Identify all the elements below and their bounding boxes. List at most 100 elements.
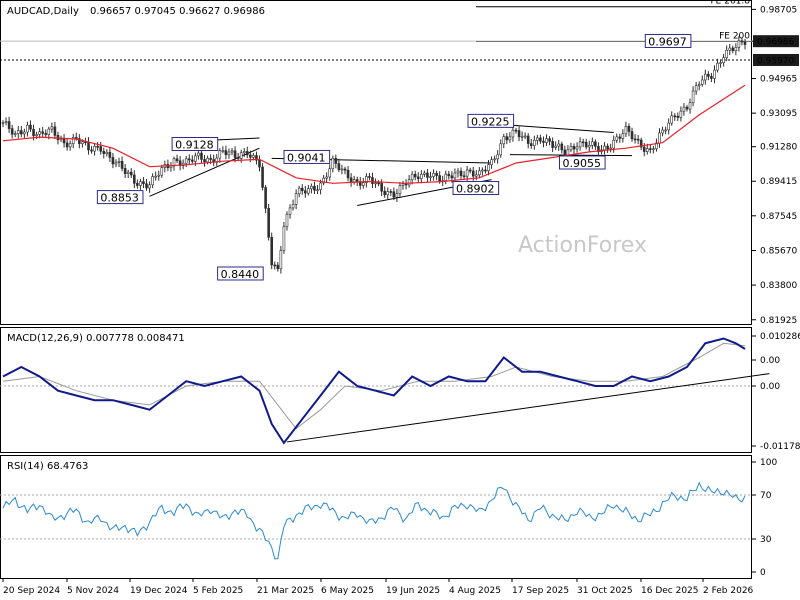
candle-40 [123,164,127,179]
candle-body-230 [704,73,707,81]
candle-105 [322,174,325,186]
candle-body-142 [435,172,438,176]
candle-2 [7,116,11,133]
candle-9 [29,120,32,132]
candle-122 [374,178,377,188]
candle-body-213 [652,148,655,151]
candle-137 [420,170,423,184]
candle-239 [731,45,735,54]
candle-89 [273,261,277,270]
candle-body-243 [743,41,747,45]
price-axis: 0.98705 0.94965 0.93095 0.91280 0.89415 0.875… [752,5,799,326]
candle-171 [523,132,527,140]
candle-body-0 [1,122,5,124]
candle-body-49 [151,176,154,186]
candle-body-198 [606,145,609,150]
candle-37 [114,159,118,168]
candle-body-77 [236,157,240,159]
candle-body-170 [520,135,524,138]
candle-236 [722,53,725,67]
candle-31 [96,142,99,151]
candle-41 [126,169,130,178]
candle-146 [447,171,451,180]
candle-body-174 [533,140,536,146]
candle-92 [282,221,286,254]
candle-183 [560,141,564,154]
candle-body-33 [102,150,106,154]
symbol-header: AUDCAD,Daily [7,6,79,17]
candle-227 [694,81,698,95]
candle-175 [536,134,539,145]
candle-176 [539,134,542,144]
candle-body-21 [65,142,69,148]
candle-152 [465,165,469,181]
candle-242 [740,37,744,46]
candle-35 [108,147,112,162]
macd-tick-label-2: 0.00 [760,382,780,392]
candle-56 [172,156,176,171]
candle-body-110 [337,163,341,170]
candle-body-11 [35,134,38,136]
candle-238 [728,44,732,56]
candle-body-234 [716,62,719,71]
candle-body-157 [481,169,484,172]
candle-body-105 [322,177,325,184]
candle-6 [20,125,23,138]
candle-body-229 [700,79,704,85]
candle-160 [490,156,493,169]
candle-body-233 [713,69,716,79]
rsi-tick-label-2: 30 [760,535,772,545]
time-tick-label-6: 19 Jun 2025 [386,586,440,596]
candle-36 [111,152,115,169]
candle-208 [636,134,640,145]
candle-113 [346,166,350,182]
candle-162 [496,150,499,164]
candle-111 [340,164,344,175]
candle-93 [285,211,289,231]
candle-body-194 [594,141,597,147]
candle-body-46 [142,181,145,185]
candle-body-188 [575,146,579,150]
candle-body-122 [374,182,377,185]
candle-body-71 [218,150,222,159]
candle-body-121 [371,177,374,184]
candle-body-147 [450,175,454,179]
candle-22 [68,140,72,151]
rsi-tick-label-0: 100 [760,458,777,468]
candle-80 [245,146,249,159]
candle-body-63 [194,155,197,162]
candle-161 [493,155,496,163]
rsi-tick-label-3: 0 [760,568,766,578]
candle-186 [569,142,573,153]
candle-220 [673,113,677,121]
candle-body-227 [694,85,698,92]
candle-177 [542,136,545,148]
price-label-6: 0.9055 [562,157,601,170]
candle-107 [328,164,332,181]
candle-body-154 [471,170,475,177]
candle-body-148 [453,172,457,179]
candle-159 [487,159,490,176]
candle-192 [587,140,591,152]
candle-body-130 [398,185,402,194]
candle-body-211 [645,148,649,152]
candle-131 [401,180,405,190]
candle-body-94 [288,207,292,215]
candle-body-136 [416,176,420,180]
candle-body-8 [26,124,29,133]
candle-201 [615,133,619,143]
candle-17 [53,122,57,140]
candle-95 [291,199,295,211]
candle-body-202 [618,136,622,139]
price-label-0: 0.9128 [175,139,214,152]
candle-body-30 [93,146,96,152]
candle-204 [624,121,628,138]
price-label-box-0 [171,137,219,152]
candle-13 [41,126,44,138]
candle-body-109 [334,158,338,164]
candle-163 [499,139,503,158]
candle-body-224 [685,106,689,110]
macd-header: MACD(12,26,9) 0.007778 0.008471 [7,333,185,344]
candle-body-119 [365,176,368,183]
price-tick-label-4: 0.91280 [760,143,797,153]
